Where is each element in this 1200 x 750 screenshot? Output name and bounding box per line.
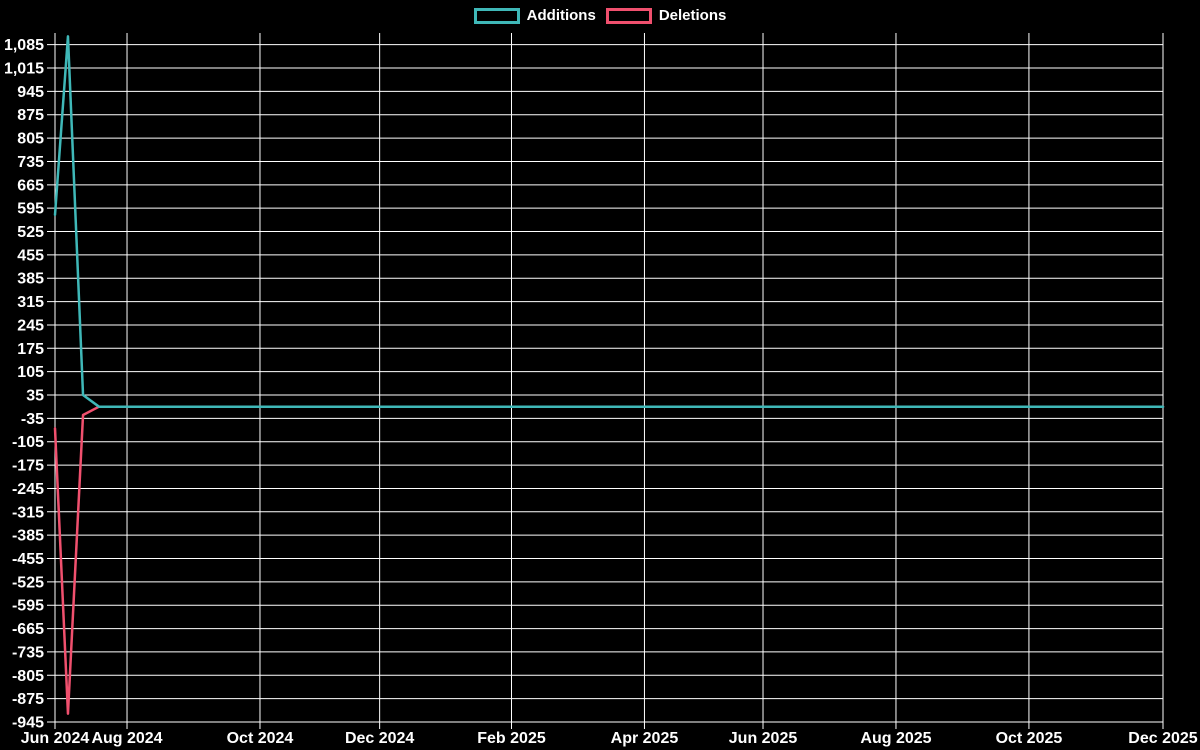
x-tick-label: Aug 2024 [91, 730, 162, 747]
y-tick-label: -245 [12, 481, 44, 498]
y-tick-label: -945 [12, 715, 44, 732]
deletions-line [53, 405, 1165, 715]
y-tick-label: 245 [17, 317, 44, 334]
legend-label-deletions: Deletions [658, 7, 727, 24]
y-tick-label: -665 [12, 621, 44, 638]
chart-legend: Additions Deletions [0, 7, 1200, 25]
y-tick-label: 315 [17, 294, 44, 311]
y-tick-label: 595 [17, 201, 44, 218]
y-tick-label: 945 [17, 84, 44, 101]
y-tick-label: 805 [17, 131, 44, 148]
y-tick-label: -175 [12, 458, 44, 475]
y-tick-label: 735 [17, 154, 44, 171]
y-tick-label: -735 [12, 644, 44, 661]
y-tick-label: 875 [17, 107, 44, 124]
y-tick-label: -315 [12, 504, 44, 521]
x-tick-label: Feb 2025 [477, 730, 546, 747]
y-tick-label: 35 [26, 388, 44, 405]
y-tick-label: 665 [17, 177, 44, 194]
x-tick-label: Oct 2024 [227, 730, 294, 747]
y-tick-label: 385 [17, 271, 44, 288]
y-tick-label: 105 [17, 364, 44, 381]
y-tick-label: -595 [12, 598, 44, 615]
x-tick-label: Oct 2025 [996, 730, 1063, 747]
x-tick-label: Dec 2025 [1128, 730, 1197, 747]
y-tick-label: 525 [17, 224, 44, 241]
x-tick-label: Dec 2024 [345, 730, 414, 747]
y-tick-label: 1,085 [4, 37, 44, 54]
y-tick-label: -525 [12, 574, 44, 591]
additions-swatch [473, 8, 520, 24]
legend-item-additions[interactable]: Additions [473, 7, 596, 25]
x-tick-label: Jun 2025 [729, 730, 798, 747]
y-tick-label: -385 [12, 528, 44, 545]
legend-label-additions: Additions [526, 7, 596, 24]
y-tick-label: -455 [12, 551, 44, 568]
y-tick-label: -875 [12, 691, 44, 708]
additions-line [53, 35, 1165, 408]
y-tick-label: 1,015 [4, 61, 44, 78]
y-tick-label: -805 [12, 668, 44, 685]
y-tick-label: -35 [21, 411, 44, 428]
deletions-swatch [605, 8, 652, 24]
y-tick-label: -105 [12, 434, 44, 451]
x-tick-label: Aug 2025 [860, 730, 931, 747]
legend-item-deletions[interactable]: Deletions [605, 7, 727, 25]
y-tick-label: 455 [17, 247, 44, 264]
x-tick-label: Apr 2025 [611, 730, 679, 747]
x-tick-label: Jun 2024 [21, 730, 90, 747]
y-tick-label: 175 [17, 341, 44, 358]
